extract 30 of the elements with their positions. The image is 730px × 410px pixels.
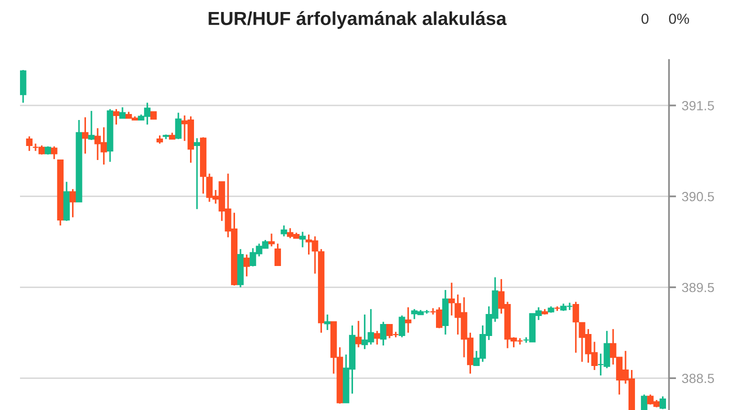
candlestick bbox=[355, 320, 362, 348]
chart-title: EUR/HUF árfolyamának alakulása bbox=[208, 11, 507, 29]
y-tick-label: 390.5 bbox=[682, 192, 714, 202]
y-tick-label: 388.5 bbox=[682, 374, 714, 384]
candlestick bbox=[280, 224, 288, 238]
candlestick bbox=[268, 232, 275, 248]
y-tick-label: 389.5 bbox=[682, 282, 714, 292]
candlestick bbox=[640, 394, 648, 410]
candlestick bbox=[299, 231, 306, 248]
candlestick bbox=[70, 188, 76, 218]
candlestick bbox=[194, 137, 200, 210]
candlestick bbox=[324, 314, 331, 331]
candlestick bbox=[119, 106, 126, 119]
candlestick bbox=[113, 108, 120, 126]
text: 0 bbox=[642, 14, 648, 24]
candlestick bbox=[175, 112, 182, 140]
y-tick-label: 391.5 bbox=[682, 101, 714, 110]
candlestick bbox=[82, 116, 88, 154]
candlestick bbox=[660, 396, 666, 410]
candlestick bbox=[398, 314, 406, 338]
text: 0% bbox=[669, 14, 690, 24]
candlestick bbox=[374, 330, 380, 346]
candlestick bbox=[380, 321, 387, 346]
candlestick bbox=[243, 254, 250, 278]
candlestick bbox=[20, 69, 26, 104]
candlestick bbox=[26, 136, 33, 152]
candlestick bbox=[50, 146, 58, 160]
candlestick bbox=[404, 306, 412, 334]
candlestick bbox=[88, 110, 95, 141]
candlestick bbox=[274, 242, 281, 266]
